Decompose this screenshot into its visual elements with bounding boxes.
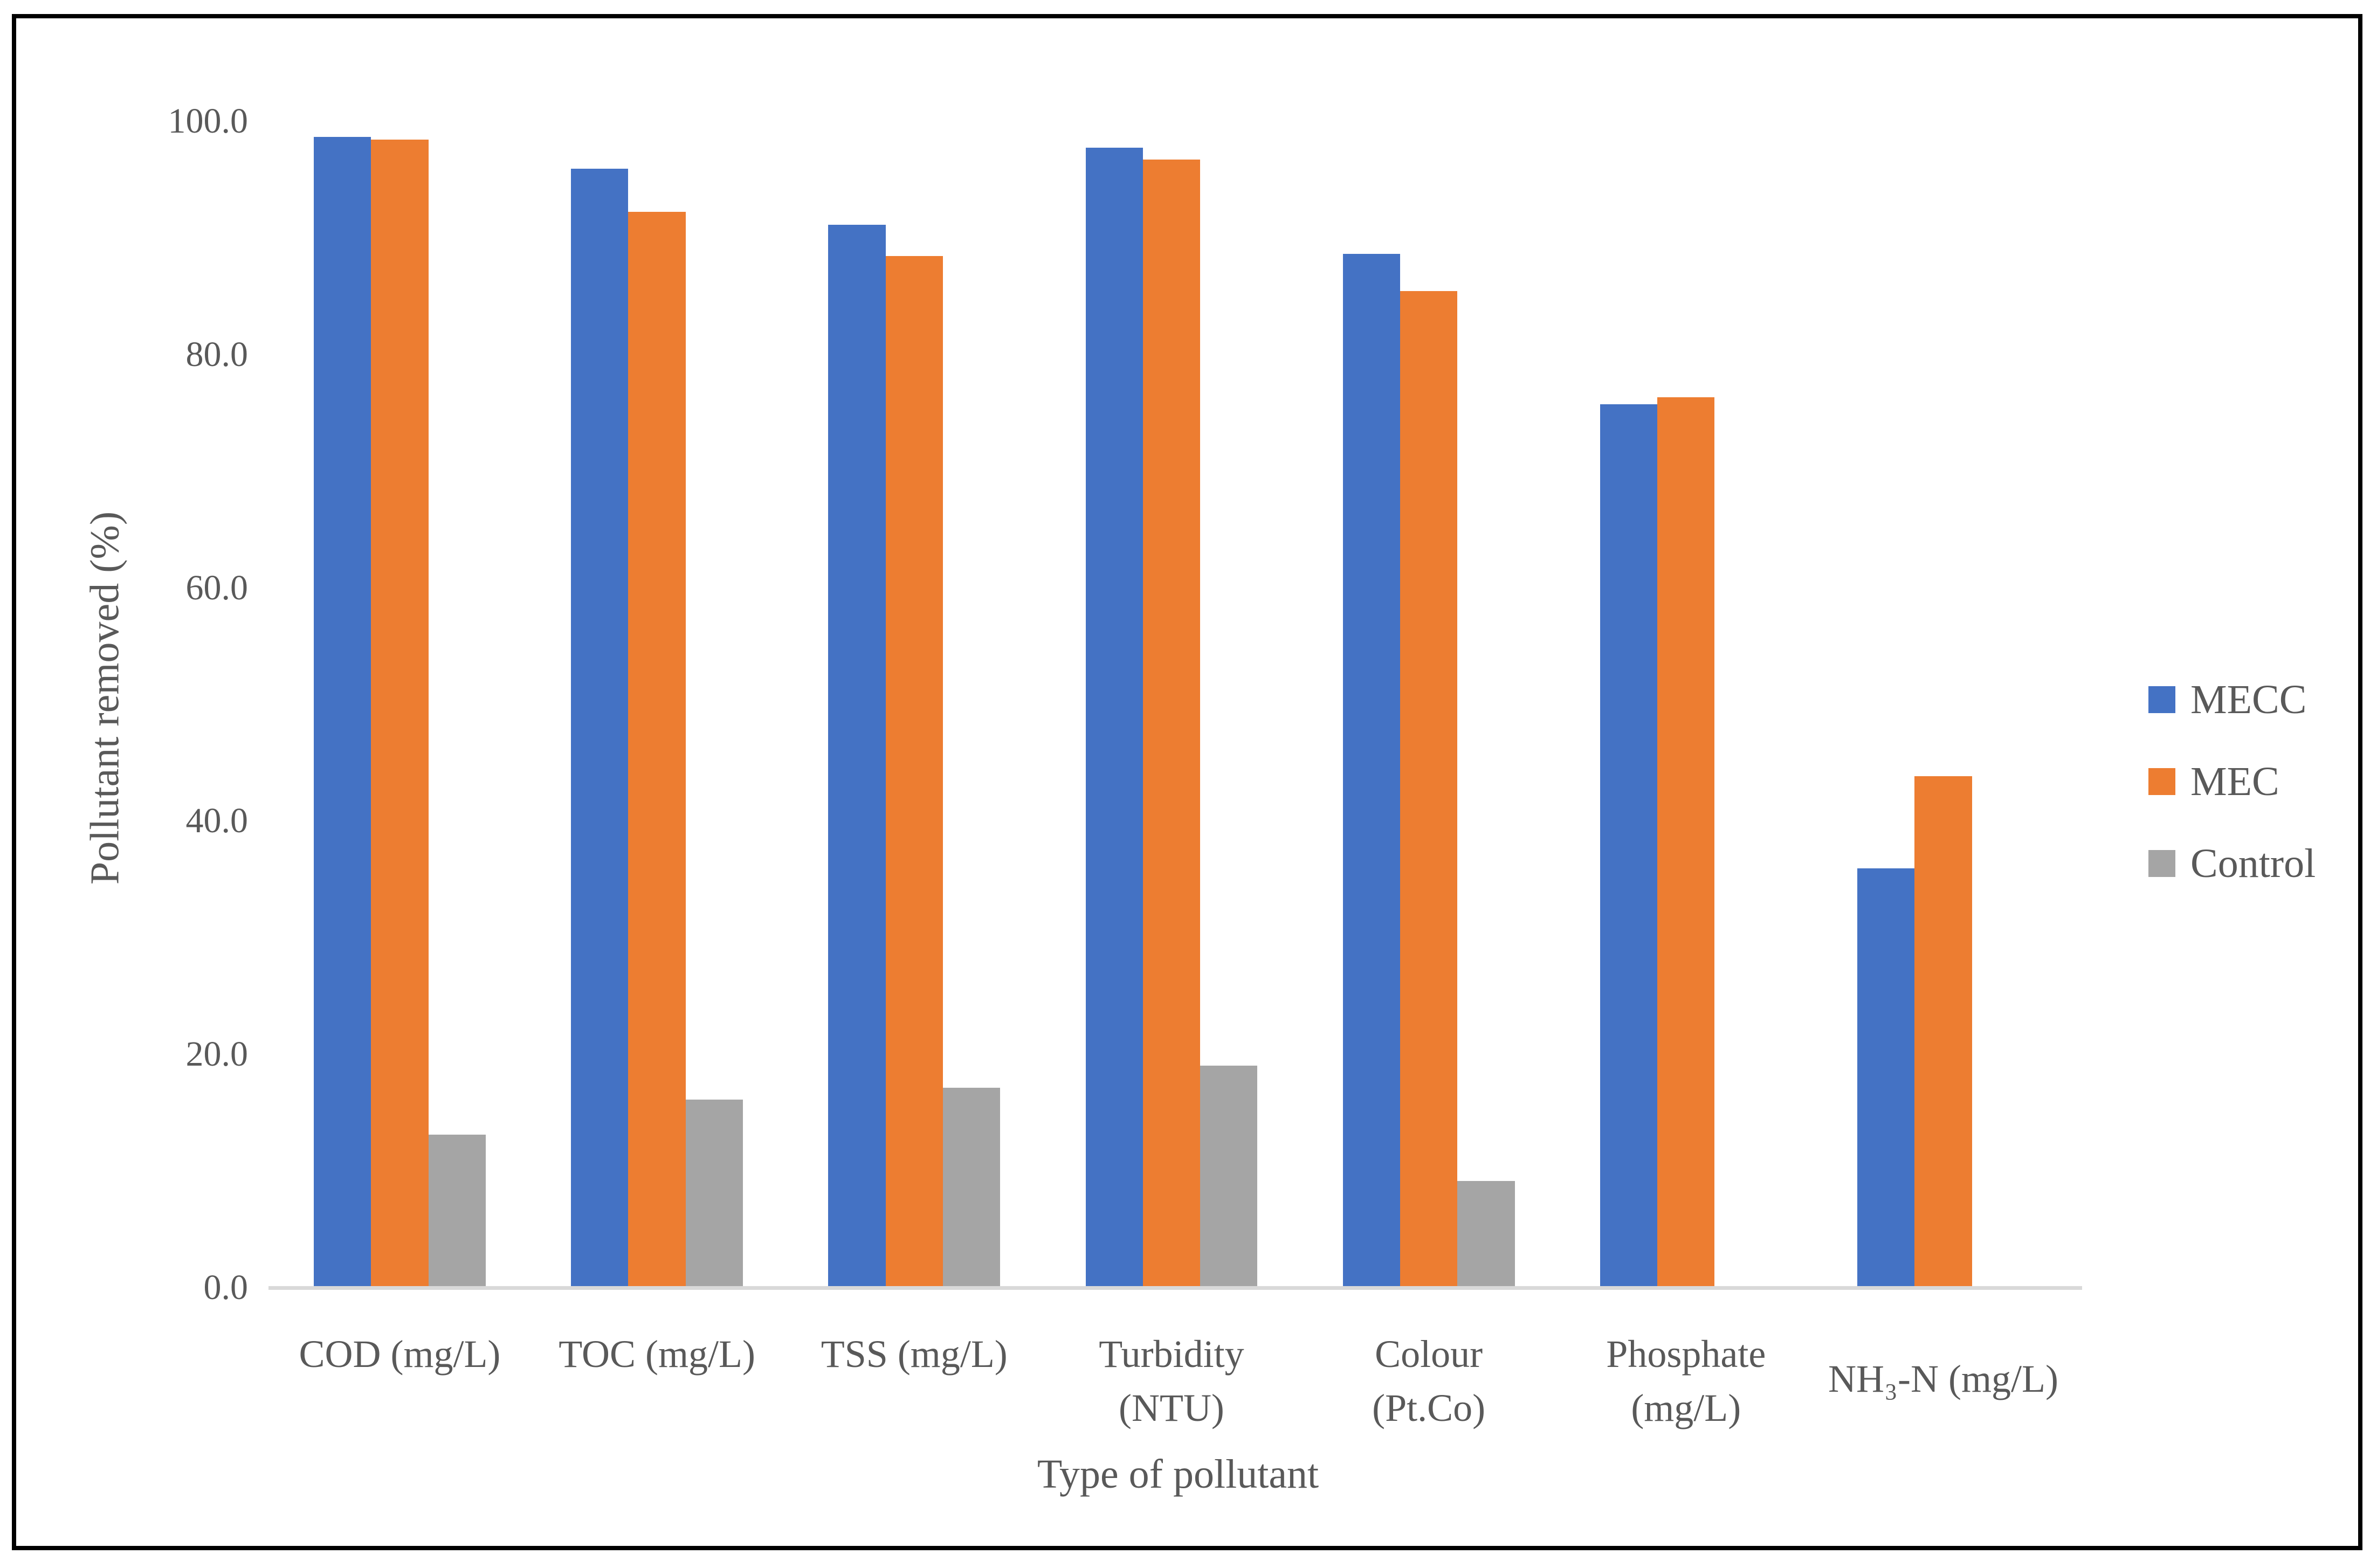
x-axis-line xyxy=(268,1286,2082,1290)
bar-mec-7 xyxy=(1914,776,1972,1286)
bar-mecc-2 xyxy=(571,168,629,1286)
bar-mec-1 xyxy=(371,139,429,1286)
legend-label: MECC xyxy=(2190,676,2307,722)
y-tick-label-60.0: 60.0 xyxy=(185,568,249,607)
bar-control-2 xyxy=(685,1099,743,1286)
bar-control-5 xyxy=(1457,1181,1515,1286)
legend-item-control: Control xyxy=(2148,837,2316,890)
legend-swatch-icon xyxy=(2148,686,2175,713)
x-category-label-line: (mg/L) xyxy=(1631,1386,1741,1429)
y-tick-label-20.0: 20.0 xyxy=(185,1034,249,1074)
x-category-label-line: Turbidity xyxy=(1099,1332,1244,1376)
x-axis-title: Type of pollutant xyxy=(1037,1452,1319,1497)
legend-label: Control xyxy=(2190,840,2316,886)
y-tick-label-80.0: 80.0 xyxy=(185,334,249,374)
x-category-label-line: COD (mg/L) xyxy=(299,1332,501,1376)
bar-mecc-7 xyxy=(1857,868,1915,1286)
bar-mecc-1 xyxy=(314,137,371,1286)
x-category-label-line: (NTU) xyxy=(1118,1386,1224,1429)
legend-swatch-icon xyxy=(2148,768,2175,795)
legend-swatch-icon xyxy=(2148,850,2175,877)
bar-mec-4 xyxy=(1142,159,1201,1286)
bar-mecc-5 xyxy=(1342,253,1400,1286)
y-tick-label-0.0: 0.0 xyxy=(203,1268,249,1307)
x-category-label-line: TOC (mg/L) xyxy=(559,1332,755,1376)
x-category-label-line: (Pt.Co) xyxy=(1372,1386,1486,1429)
bar-mec-3 xyxy=(885,256,943,1286)
bar-mecc-4 xyxy=(1085,147,1143,1286)
bar-control-4 xyxy=(1200,1066,1258,1286)
bar-mec-6 xyxy=(1657,397,1715,1286)
x-category-label-4: Turbidity (NTU) xyxy=(1021,1327,1322,1435)
legend-item-mec: MEC xyxy=(2148,755,2279,809)
x-category-label-5: Colour (Pt.Co) xyxy=(1278,1327,1580,1435)
x-category-label-line: TSS (mg/L) xyxy=(821,1332,1008,1376)
bar-mecc-3 xyxy=(828,224,886,1286)
bar-mec-2 xyxy=(628,211,686,1286)
x-category-label-2: TOC (mg/L) xyxy=(506,1327,808,1381)
y-tick-label-40.0: 40.0 xyxy=(185,801,249,841)
y-tick-label-100.0: 100.0 xyxy=(168,101,249,141)
x-category-label-3: TSS (mg/L) xyxy=(763,1327,1065,1381)
x-category-label-1: COD (mg/L) xyxy=(249,1327,550,1381)
bar-mec-5 xyxy=(1400,291,1458,1286)
x-category-label-6: Phosphate (mg/L) xyxy=(1535,1327,1837,1435)
bar-control-1 xyxy=(428,1134,486,1286)
bar-control-3 xyxy=(942,1088,1001,1286)
bar-mecc-6 xyxy=(1600,404,1658,1286)
legend-item-mecc: MECC xyxy=(2148,673,2306,727)
figure-frame-border xyxy=(12,14,2362,1550)
x-category-label-line: Colour xyxy=(1375,1332,1483,1376)
x-category-label-line: Phosphate xyxy=(1606,1332,1766,1376)
x-category-label-7: NH₃-N (mg/L) xyxy=(1792,1352,2094,1406)
x-category-label-line: NH₃-N (mg/L) xyxy=(1828,1357,2058,1400)
legend-label: MEC xyxy=(2190,758,2279,804)
